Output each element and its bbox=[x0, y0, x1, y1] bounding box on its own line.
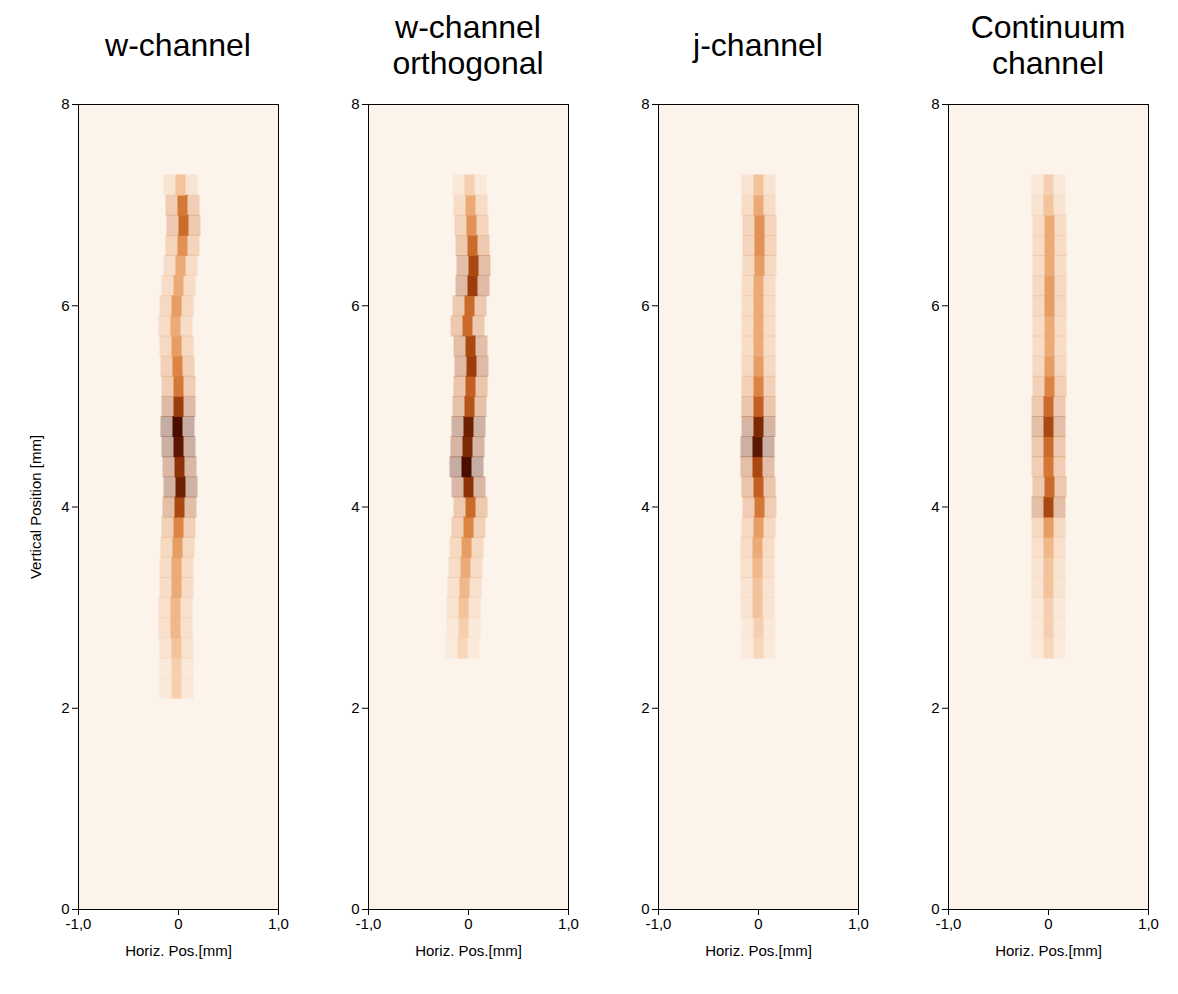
svg-text:4: 4 bbox=[61, 498, 69, 515]
svg-text:1,0: 1,0 bbox=[268, 915, 289, 932]
svg-text:6: 6 bbox=[931, 297, 939, 314]
svg-text:Horiz. Pos.[mm]: Horiz. Pos.[mm] bbox=[705, 942, 812, 959]
svg-text:1,0: 1,0 bbox=[1138, 915, 1159, 932]
svg-text:Horiz. Pos.[mm]: Horiz. Pos.[mm] bbox=[415, 942, 522, 959]
svg-text:0: 0 bbox=[754, 915, 762, 932]
svg-text:0: 0 bbox=[641, 900, 650, 918]
svg-text:2: 2 bbox=[351, 699, 359, 716]
svg-text:4: 4 bbox=[351, 498, 359, 515]
svg-text:2: 2 bbox=[931, 699, 939, 716]
html-text:w-channel: w-channel bbox=[105, 27, 251, 64]
svg-text:8: 8 bbox=[641, 95, 649, 112]
svg-text:0: 0 bbox=[351, 900, 360, 918]
svg-text:-1,0: -1,0 bbox=[646, 915, 672, 932]
svg-text:8: 8 bbox=[931, 95, 939, 112]
html-text:Continuum channel: Continuum channel bbox=[970, 9, 1126, 81]
svg-text:0: 0 bbox=[61, 900, 70, 918]
html-text:w-channel orthogonal: w-channel orthogonal bbox=[392, 9, 544, 81]
svg-text:Horiz. Pos.[mm]: Horiz. Pos.[mm] bbox=[125, 942, 232, 959]
svg-text:8: 8 bbox=[351, 95, 359, 112]
svg-text:4: 4 bbox=[641, 498, 649, 515]
svg-text:6: 6 bbox=[351, 297, 359, 314]
svg-text:2: 2 bbox=[641, 699, 649, 716]
svg-text:6: 6 bbox=[61, 297, 69, 314]
svg-text:0: 0 bbox=[931, 900, 940, 918]
svg-text:4: 4 bbox=[931, 498, 939, 515]
svg-text:8: 8 bbox=[61, 95, 69, 112]
svg-text:1,0: 1,0 bbox=[848, 915, 869, 932]
svg-text:Horiz. Pos.[mm]: Horiz. Pos.[mm] bbox=[995, 942, 1102, 959]
svg-text:0: 0 bbox=[174, 915, 182, 932]
svg-text:6: 6 bbox=[641, 297, 649, 314]
svg-text:-1,0: -1,0 bbox=[66, 915, 92, 932]
html-text:j-channel: j-channel bbox=[693, 27, 823, 64]
svg-text:0: 0 bbox=[1044, 915, 1052, 932]
svg-text:2: 2 bbox=[61, 699, 69, 716]
svg-text:1,0: 1,0 bbox=[558, 915, 579, 932]
svg-text:-1,0: -1,0 bbox=[936, 915, 962, 932]
svg-text:-1,0: -1,0 bbox=[356, 915, 382, 932]
svg-text:0: 0 bbox=[464, 915, 472, 932]
svg-text:Vertical Position [mm]: Vertical Position [mm] bbox=[27, 435, 44, 579]
